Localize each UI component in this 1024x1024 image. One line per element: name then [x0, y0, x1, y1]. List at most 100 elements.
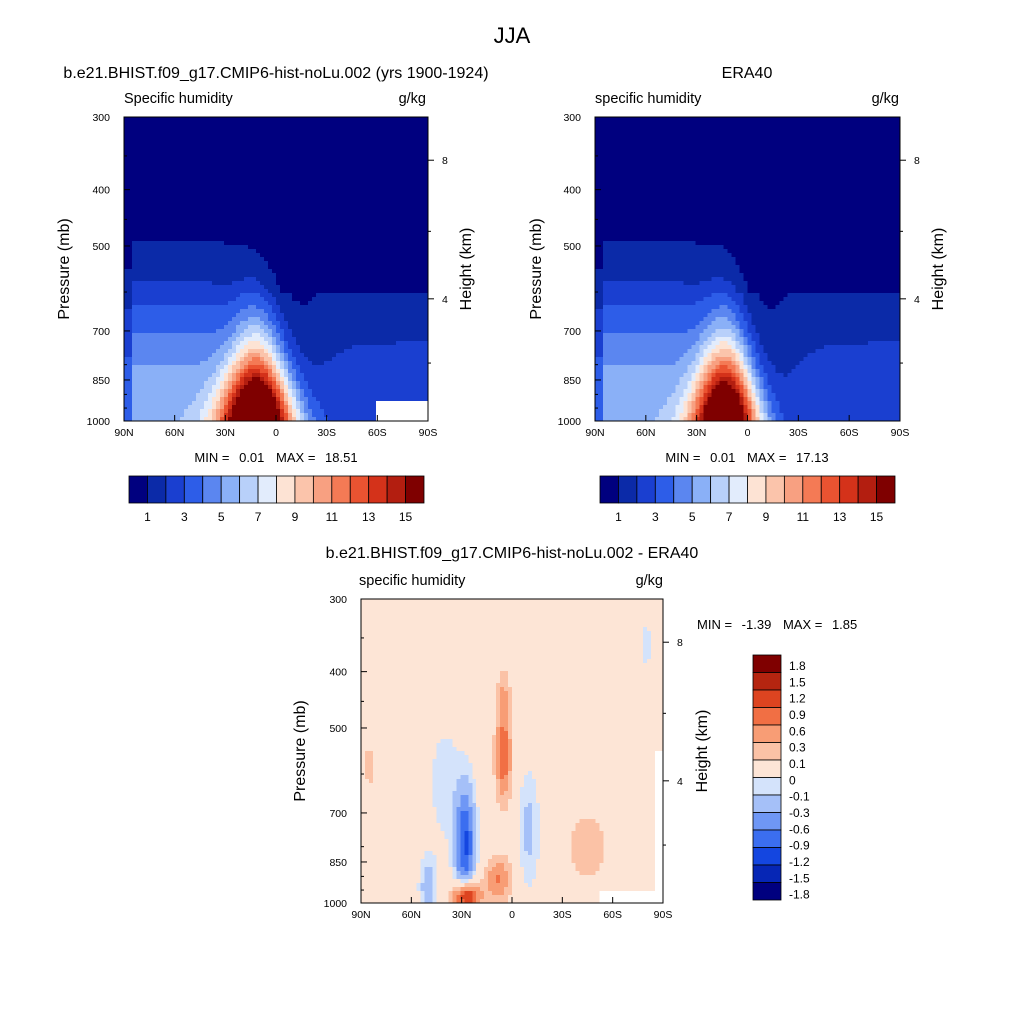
field-cell	[228, 329, 232, 333]
field-cell	[416, 245, 420, 249]
field-cell	[340, 161, 344, 165]
field-cell	[388, 289, 392, 293]
field-cell	[308, 169, 312, 173]
field-cell	[160, 181, 164, 185]
field-cell	[344, 285, 348, 289]
field-cell	[392, 229, 396, 233]
field-cell	[280, 125, 284, 129]
field-cell	[348, 193, 352, 197]
field-cell	[232, 325, 236, 329]
field-cell	[248, 289, 252, 293]
field-cell	[308, 373, 312, 377]
field-cell	[208, 325, 212, 329]
field-cell	[184, 121, 188, 125]
field-cell	[352, 369, 356, 373]
field-cell	[132, 245, 136, 249]
field-cell	[216, 193, 220, 197]
field-cell	[124, 237, 128, 241]
field-cell	[264, 129, 268, 133]
field-cell	[376, 305, 380, 309]
field-cell	[160, 277, 164, 281]
field-cell	[204, 321, 208, 325]
field-cell	[368, 177, 372, 181]
field-cell	[352, 349, 356, 353]
field-cell	[312, 189, 316, 193]
field-cell	[324, 317, 328, 321]
field-cell	[388, 141, 392, 145]
field-cell	[384, 193, 388, 197]
field-cell	[164, 265, 168, 269]
field-cell	[172, 225, 176, 229]
field-cell	[148, 285, 152, 289]
field-cell	[304, 137, 308, 141]
field-cell	[184, 189, 188, 193]
field-cell	[248, 345, 252, 349]
field-cell	[204, 281, 208, 285]
field-cell	[216, 213, 220, 217]
field-cell	[264, 233, 268, 237]
field-cell	[256, 301, 260, 305]
field-cell	[248, 237, 252, 241]
field-cell	[348, 141, 352, 145]
field-cell	[236, 145, 240, 149]
field-cell	[208, 273, 212, 277]
field-cell	[276, 261, 280, 265]
field-cell	[292, 317, 296, 321]
field-cell	[372, 141, 376, 145]
field-cell	[312, 213, 316, 217]
field-cell	[416, 173, 420, 177]
field-cell	[360, 121, 364, 125]
field-cell	[196, 281, 200, 285]
field-cell	[304, 161, 308, 165]
field-cell	[192, 217, 196, 221]
field-cell	[264, 177, 268, 181]
field-cell	[276, 141, 280, 145]
field-cell	[176, 149, 180, 153]
field-cell	[188, 249, 192, 253]
field-cell	[124, 201, 128, 205]
field-cell	[412, 121, 416, 125]
field-cell	[264, 293, 268, 297]
field-cell	[404, 341, 408, 345]
field-cell	[280, 281, 284, 285]
field-cell	[348, 125, 352, 129]
field-cell	[364, 297, 368, 301]
field-cell	[188, 357, 192, 361]
field-cell	[176, 157, 180, 161]
field-cell	[328, 333, 332, 337]
field-cell	[336, 333, 340, 337]
field-cell	[244, 289, 248, 293]
field-cell	[224, 333, 228, 337]
field-cell	[240, 225, 244, 229]
field-cell	[216, 297, 220, 301]
field-cell	[332, 213, 336, 217]
field-cell	[140, 181, 144, 185]
field-cell	[364, 253, 368, 257]
field-cell	[196, 253, 200, 257]
field-cell	[388, 213, 392, 217]
field-cell	[152, 169, 156, 173]
field-cell	[140, 297, 144, 301]
field-cell	[156, 169, 160, 173]
field-cell	[312, 221, 316, 225]
field-cell	[212, 125, 216, 129]
field-cell	[212, 193, 216, 197]
field-cell	[156, 181, 160, 185]
field-cell	[180, 313, 184, 317]
field-cell	[356, 137, 360, 141]
field-cell	[156, 157, 160, 161]
field-cell	[388, 273, 392, 277]
field-cell	[324, 357, 328, 361]
field-cell	[332, 197, 336, 201]
field-cell	[308, 233, 312, 237]
field-cell	[404, 289, 408, 293]
field-cell	[192, 189, 196, 193]
field-cell	[220, 345, 224, 349]
field-cell	[148, 349, 152, 353]
field-cell	[128, 281, 132, 285]
field-cell	[132, 269, 136, 273]
field-cell	[404, 133, 408, 137]
field-cell	[232, 337, 236, 341]
field-cell	[156, 153, 160, 157]
field-cell	[236, 205, 240, 209]
